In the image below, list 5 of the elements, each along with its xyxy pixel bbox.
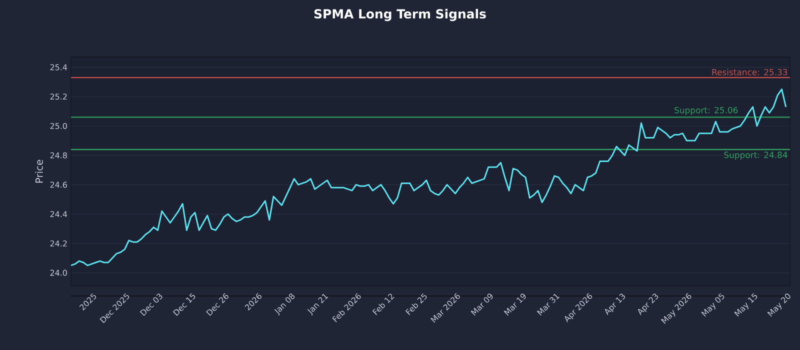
- y-axis-title: Price: [35, 160, 43, 183]
- ref-line-label: Support: 25.06: [674, 106, 738, 115]
- ref-line-label: Support: 24.84: [724, 152, 788, 160]
- chart-title: SPMA Long Term Signals: [314, 8, 486, 22]
- ref-line-label: Resistance: 25.33: [712, 68, 788, 76]
